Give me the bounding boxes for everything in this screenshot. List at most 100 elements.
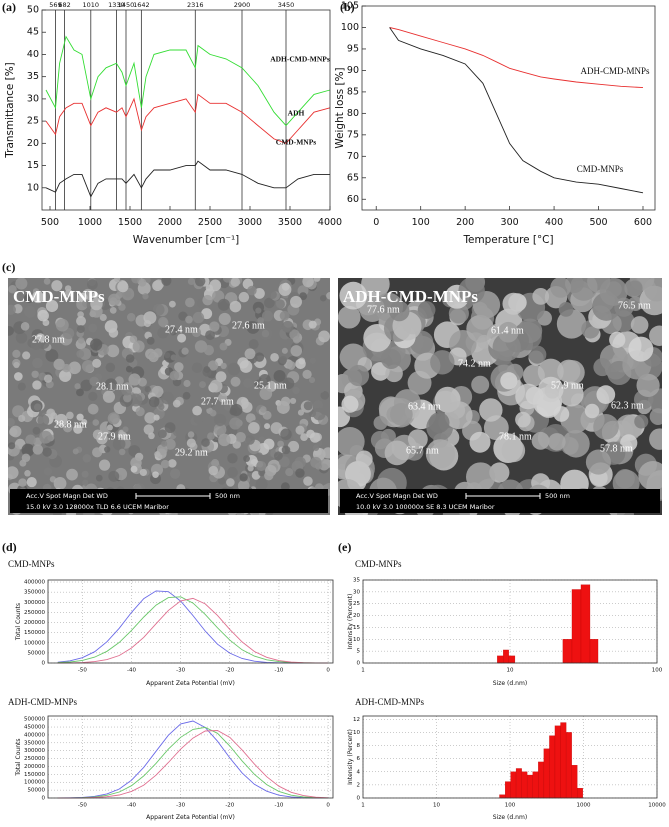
particle xyxy=(626,280,643,297)
particle xyxy=(313,278,321,282)
info-bar xyxy=(10,489,328,513)
particle xyxy=(73,424,83,434)
y-tick-label: 40 xyxy=(27,49,39,60)
y-tick-label: 70 xyxy=(347,151,359,162)
particle xyxy=(104,378,118,392)
size-label: 57.8 nm xyxy=(600,443,633,454)
particle xyxy=(72,448,79,455)
bar xyxy=(538,761,545,799)
x-tick-label: 100 xyxy=(652,668,663,674)
y-tick-label: 6 xyxy=(357,756,361,762)
particle xyxy=(243,455,250,463)
x-tick-label: 2000 xyxy=(158,217,182,228)
x-tick-label: 1500 xyxy=(118,217,142,228)
bar xyxy=(554,725,561,799)
particle xyxy=(64,285,72,292)
particle xyxy=(158,429,167,439)
particle xyxy=(609,331,626,348)
y-axis-label: Total Counts xyxy=(15,603,22,641)
particle xyxy=(106,344,120,358)
particle xyxy=(129,393,143,407)
bar xyxy=(508,655,516,664)
y-tick-label: 50 xyxy=(27,5,39,16)
info-header: Acc.V Spot Magn Det WD xyxy=(26,492,108,500)
particle xyxy=(59,369,72,382)
particle xyxy=(326,292,330,300)
particle xyxy=(24,305,36,318)
particle xyxy=(361,278,390,299)
y-tick-label: 25 xyxy=(27,116,39,127)
particle xyxy=(302,369,312,380)
x-axis-label: Apparent Zeta Potential (mV) xyxy=(146,814,235,821)
particle xyxy=(355,450,373,468)
series-line xyxy=(57,730,329,799)
particle xyxy=(220,403,231,414)
particle xyxy=(258,436,266,443)
particle xyxy=(209,409,217,417)
particle xyxy=(182,391,191,400)
x-tick-label: -20 xyxy=(225,803,234,809)
particle xyxy=(258,469,265,477)
particle xyxy=(256,452,263,459)
particle xyxy=(264,471,274,481)
particle xyxy=(390,402,413,426)
particle xyxy=(130,457,142,469)
particle xyxy=(207,432,215,441)
bar xyxy=(510,771,517,799)
particle xyxy=(76,350,85,358)
particle xyxy=(248,339,259,350)
y-tick-label: 80 xyxy=(347,108,359,119)
plot-frame xyxy=(41,9,331,211)
particle xyxy=(164,422,176,434)
y-tick-label: 10 xyxy=(353,730,360,736)
bar xyxy=(503,649,509,664)
particle xyxy=(381,348,402,369)
particle xyxy=(144,386,151,393)
particle xyxy=(239,360,253,373)
particle xyxy=(92,447,103,458)
size-label: 27.4 nm xyxy=(165,324,198,335)
panel-label: (e) xyxy=(338,540,351,554)
particle xyxy=(300,433,308,441)
x-tick-label: 4000 xyxy=(318,217,342,228)
particle xyxy=(109,306,117,314)
particle xyxy=(264,423,271,430)
particle xyxy=(99,313,107,322)
particle xyxy=(15,332,28,344)
particle xyxy=(181,347,189,355)
particle xyxy=(320,390,330,400)
particle xyxy=(152,471,159,479)
y-axis-label: Weight loss [%] xyxy=(334,67,346,148)
particle xyxy=(466,314,495,343)
particle xyxy=(246,321,255,329)
y-tick-label: 200000 xyxy=(24,620,45,626)
particle xyxy=(227,453,238,464)
particle xyxy=(219,342,228,351)
particle xyxy=(125,365,133,373)
particle xyxy=(292,386,300,395)
particle xyxy=(295,468,305,478)
y-tick-label: 2 xyxy=(357,782,361,788)
particle xyxy=(502,292,525,315)
peak-label: 1010 xyxy=(83,1,100,9)
particle xyxy=(174,362,184,372)
particle xyxy=(209,279,222,292)
particle xyxy=(45,299,59,313)
particle xyxy=(531,431,550,450)
particle xyxy=(87,279,98,290)
bar xyxy=(499,794,506,799)
y-tick-label: 35 xyxy=(353,578,360,584)
bar xyxy=(562,639,573,664)
particle xyxy=(193,414,204,424)
particle xyxy=(562,430,590,458)
particle xyxy=(596,385,616,404)
particle xyxy=(168,327,178,336)
particle xyxy=(172,425,184,437)
y-tick-label: 30 xyxy=(353,589,360,595)
x-tick-label: 400 xyxy=(545,217,563,228)
y-tick-label: 25 xyxy=(353,601,360,607)
particle xyxy=(281,320,294,333)
peak-label: 1450 xyxy=(118,1,135,9)
y-tick-label: 45 xyxy=(27,27,39,38)
